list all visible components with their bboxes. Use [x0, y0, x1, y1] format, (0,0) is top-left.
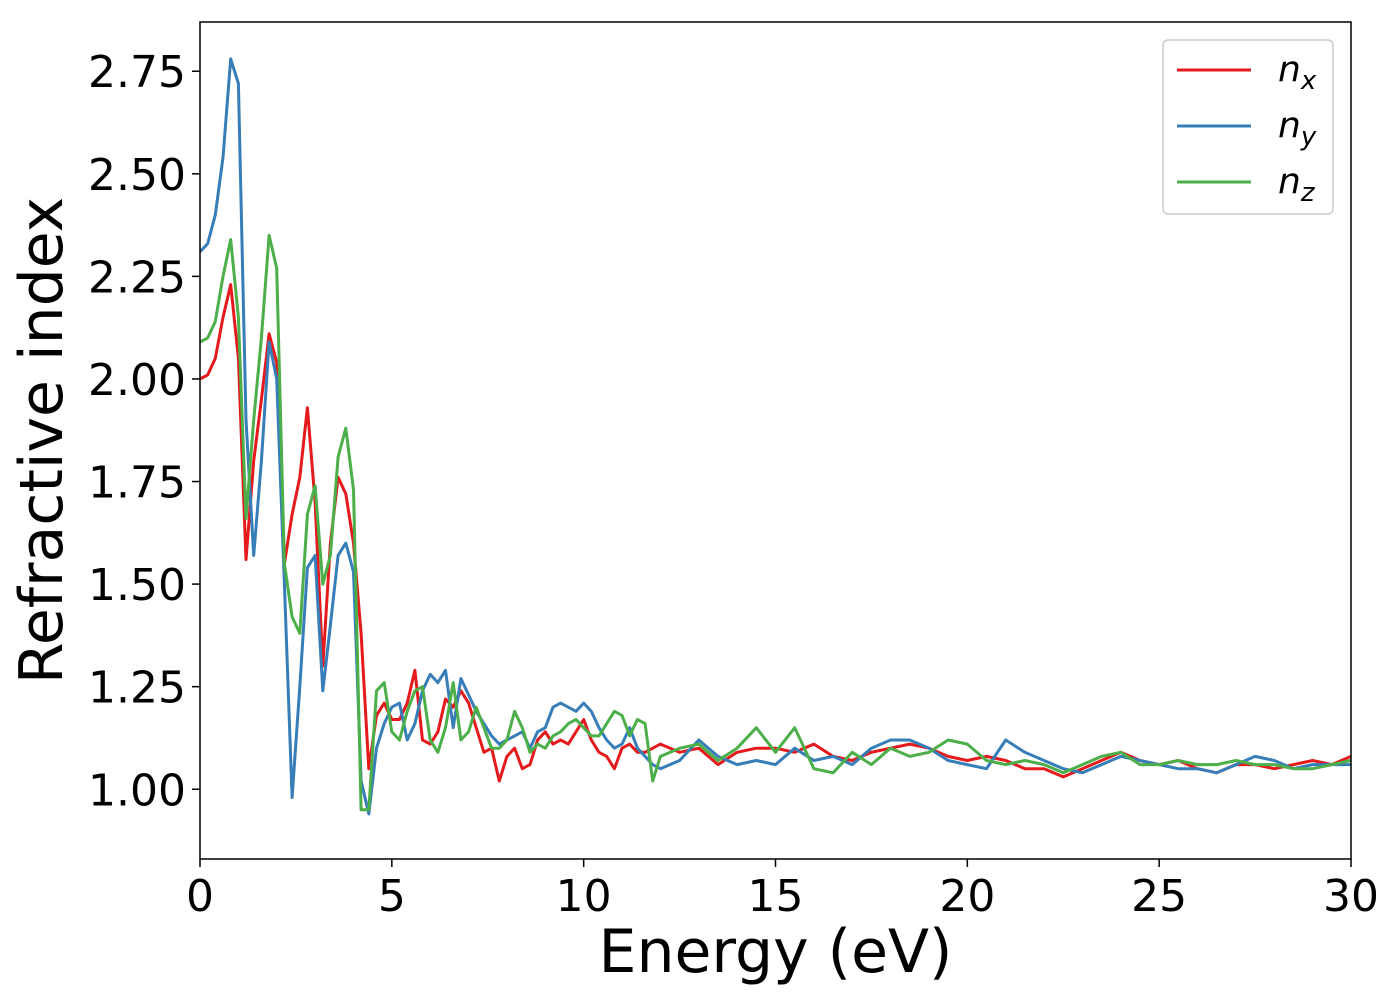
x-tick-label: 15 [748, 871, 804, 922]
y-tick-label: 2.75 [88, 47, 186, 98]
legend-item-nx: nx [1177, 49, 1317, 96]
x-tick-label: 5 [378, 871, 406, 922]
y-tick-label: 2.00 [88, 355, 186, 406]
y-tick-label: 1.00 [88, 765, 186, 816]
y-tick-label: 1.75 [88, 458, 186, 509]
x-axis-label: Energy (eV) [599, 917, 953, 987]
x-tick-label: 10 [556, 871, 612, 922]
x-tick-label: 0 [186, 871, 214, 922]
series-line-nx [200, 283, 1351, 783]
y-tick-label: 1.25 [88, 663, 186, 714]
y-tick-label: 2.50 [88, 150, 186, 201]
x-tick-label: 25 [1131, 871, 1187, 922]
y-axis-label: Refractive index [7, 197, 77, 684]
x-tick-label: 30 [1323, 871, 1379, 922]
x-axis: 0 5 10 15 20 25 30 [186, 859, 1379, 922]
series-line-nz [200, 233, 1351, 812]
y-tick-label: 1.50 [88, 560, 186, 611]
plot-lines [200, 57, 1351, 816]
series-line-ny [200, 57, 1351, 816]
x-tick-label: 20 [939, 871, 995, 922]
y-axis: 1.00 1.25 1.50 1.75 2.00 2.25 2.50 2.75 [88, 47, 200, 816]
y-tick-label: 2.25 [88, 252, 186, 303]
